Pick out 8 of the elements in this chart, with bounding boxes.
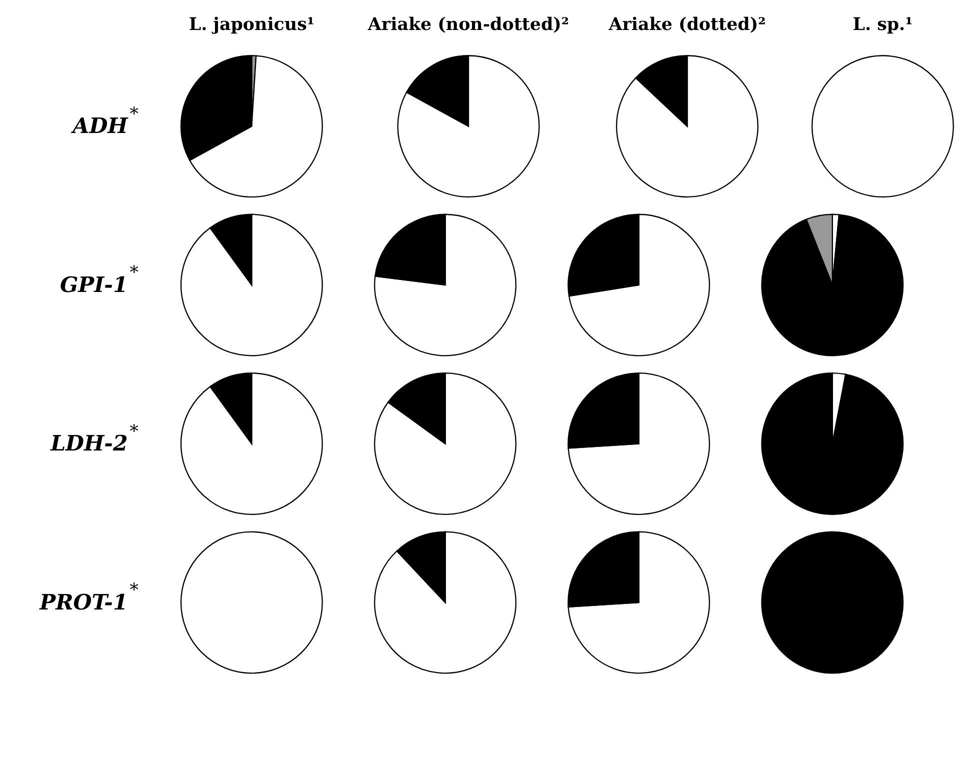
text: LDH-2* [50,422,139,457]
text: GPI-1* [60,263,139,298]
chart-title: L. japonicus¹ [188,15,314,36]
chart-title: Ariake (dotted)² [608,15,766,36]
chart-title: L. sp.¹ [852,15,913,36]
text: PROT-1* [38,580,139,616]
text: ADH* [70,104,139,140]
chart-title: Ariake (non-dotted)² [366,15,570,36]
